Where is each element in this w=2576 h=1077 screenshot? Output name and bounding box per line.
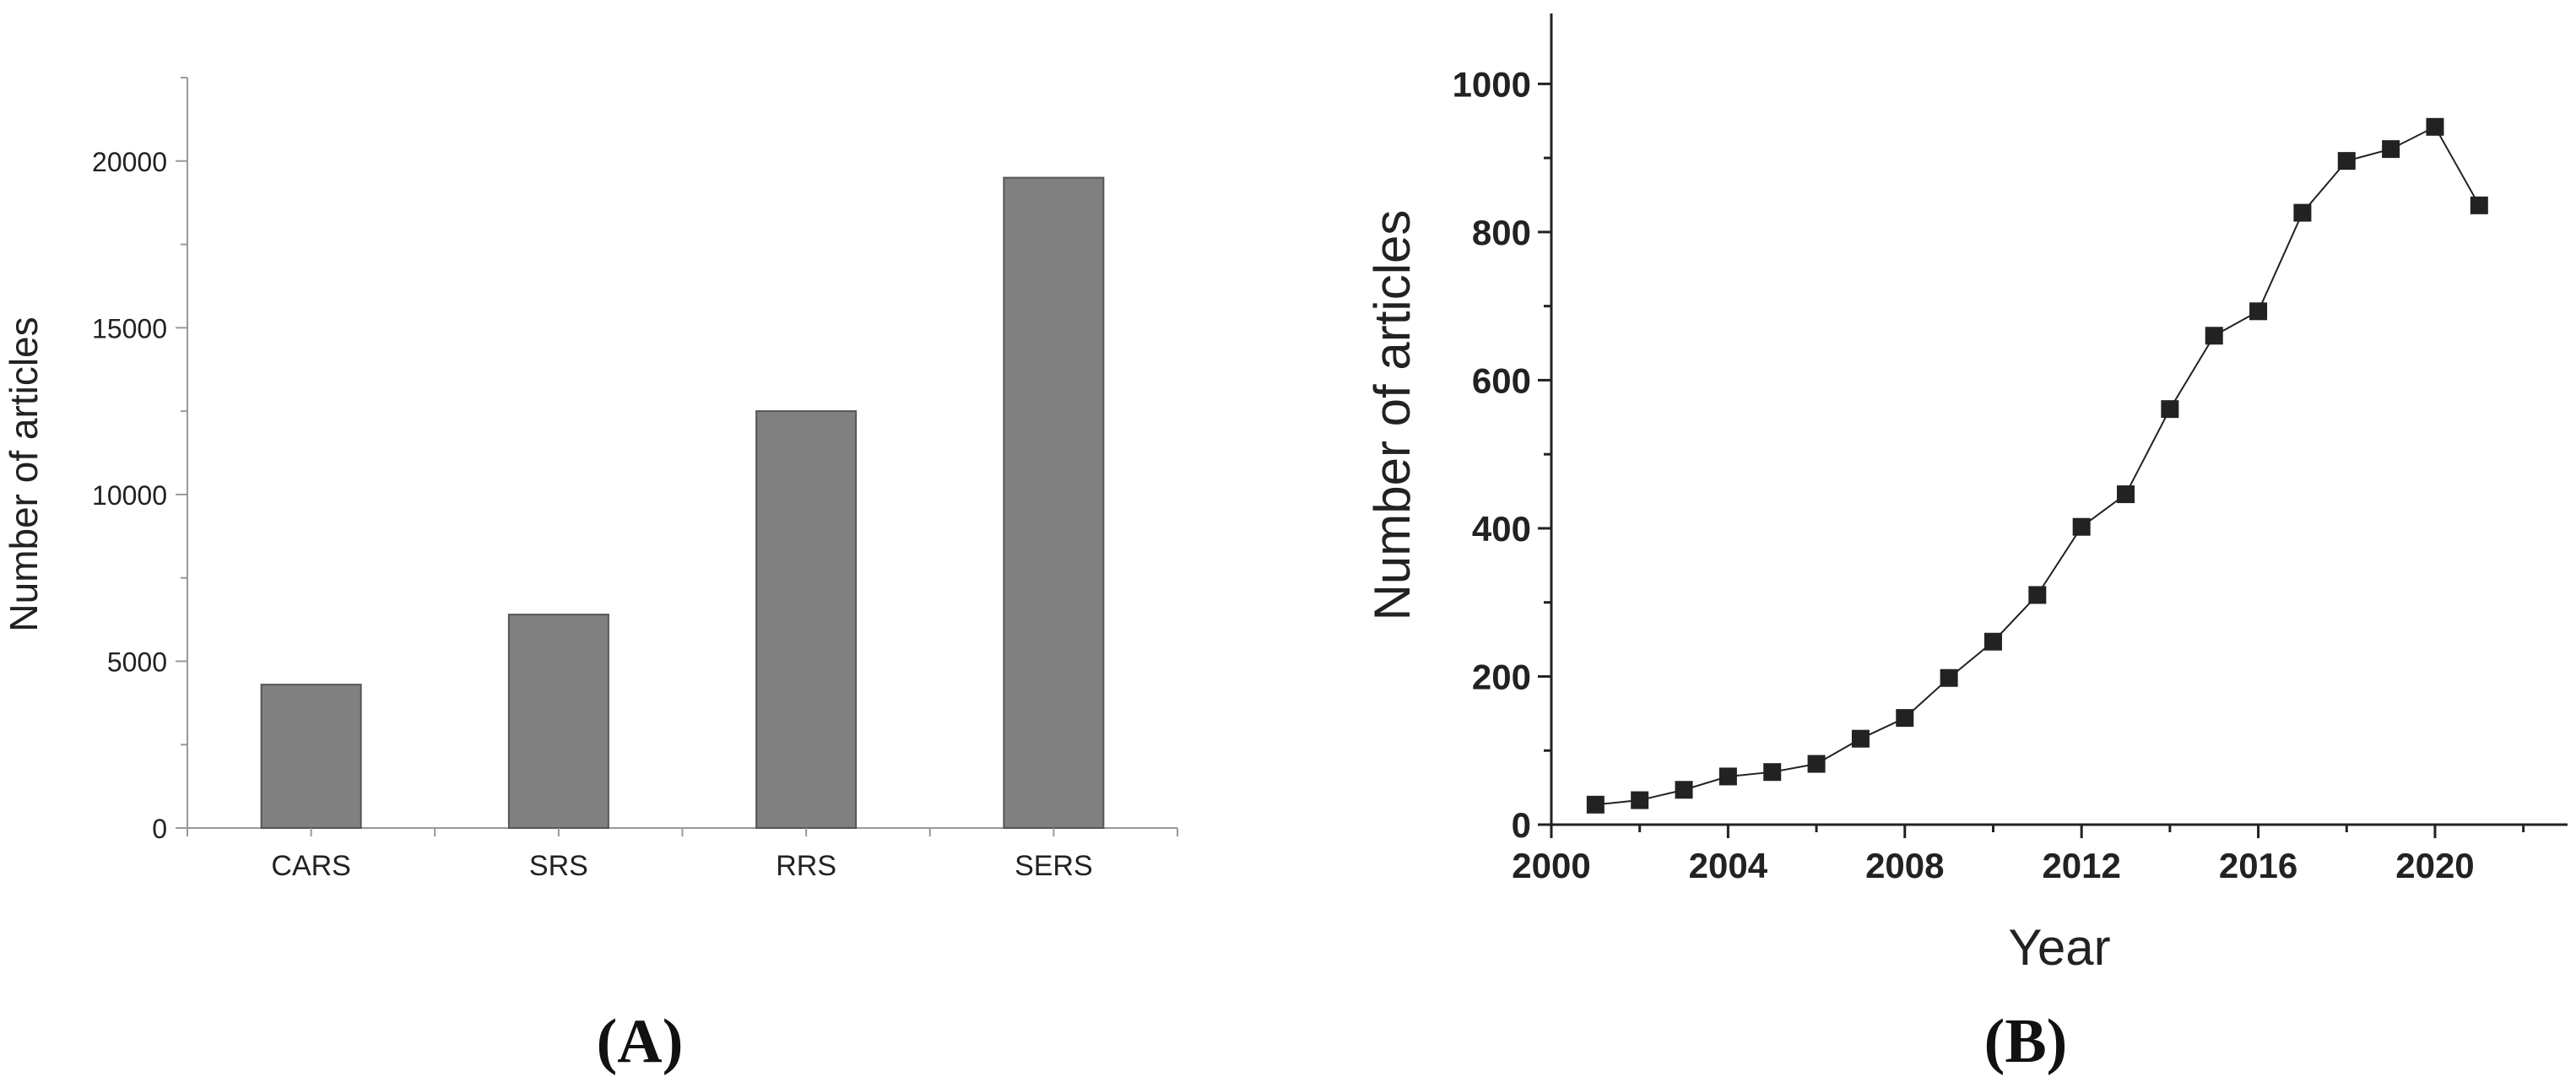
line-chart-point bbox=[1675, 781, 1693, 799]
bar-chart-bars bbox=[260, 176, 1105, 830]
line-chart-point bbox=[1896, 709, 1914, 728]
line-chart-x-tick-label: 2004 bbox=[1689, 846, 1768, 885]
line-chart-point bbox=[2426, 117, 2444, 136]
line-chart-y-tick-label: 200 bbox=[1472, 657, 1531, 696]
bar-rrs bbox=[755, 410, 858, 829]
line-chart-point bbox=[1807, 755, 1826, 773]
line-chart-point bbox=[2072, 517, 2091, 536]
line-chart-y-tick-label: 0 bbox=[1512, 805, 1531, 845]
line-chart-point bbox=[1763, 763, 1782, 782]
panel-a-label: (A) bbox=[597, 1007, 684, 1076]
line-chart-y-tick-label: 1000 bbox=[1453, 64, 1531, 104]
line-chart-point bbox=[2470, 196, 2488, 214]
bar-chart-y-ticks: 0 5000 10000 15000 20000 bbox=[92, 77, 187, 844]
bar-chart-x-tick-label: CARS bbox=[271, 850, 350, 882]
panel-b-label: (B) bbox=[1984, 1007, 2068, 1076]
line-chart-point bbox=[2337, 152, 2356, 170]
line-chart-x-tick-label: 2008 bbox=[1865, 846, 1944, 885]
bar-sers bbox=[1003, 176, 1105, 830]
line-chart-x-tick-label: 2012 bbox=[2042, 846, 2120, 885]
line-chart-point bbox=[2028, 586, 2047, 604]
line-chart-x-tick-label: 2020 bbox=[2395, 846, 2474, 885]
line-chart-point bbox=[1718, 767, 1737, 786]
line-chart-point bbox=[2161, 400, 2179, 419]
bar-srs bbox=[507, 614, 609, 830]
line-chart-x-ticks: 2000 2004 2008 2012 2016 2020 bbox=[1512, 825, 2525, 885]
bar-chart-x-tick-label: SERS bbox=[1015, 850, 1093, 882]
line-chart-point bbox=[2249, 302, 2268, 321]
line-chart-point bbox=[2382, 140, 2400, 159]
line-chart-point bbox=[1983, 632, 2002, 651]
bar-chart-y-tick-label: 0 bbox=[152, 814, 167, 844]
bar-chart-y-tick-label: 5000 bbox=[107, 647, 167, 677]
line-chart-x-axis-label: Year bbox=[2008, 919, 2110, 976]
bar-cars bbox=[260, 684, 362, 830]
bar-chart-x-tick-label: RRS bbox=[776, 850, 836, 882]
bar-chart-y-axis-label: Number of articles bbox=[2, 317, 46, 631]
line-chart-y-tick-label: 400 bbox=[1472, 509, 1531, 549]
bar-chart-y-tick-label: 10000 bbox=[92, 480, 167, 511]
line-chart-point bbox=[2205, 327, 2223, 345]
line-chart-y-ticks: 0 200 400 600 800 1000 bbox=[1453, 64, 1551, 845]
line-chart-y-tick-label: 800 bbox=[1472, 213, 1531, 252]
bar-chart-x-ticks: CARS SRS RRS SERS bbox=[187, 828, 1178, 882]
bar-chart-x-tick-label: SRS bbox=[529, 850, 588, 882]
line-chart-point bbox=[1586, 795, 1605, 814]
bar-chart-y-tick-label: 15000 bbox=[92, 313, 167, 344]
bar-chart-panel-a: 0 5000 10000 15000 20000 CARS SRS RRS SERS Numb… bbox=[2, 77, 1178, 1076]
line-chart-x-tick-label: 2000 bbox=[1512, 846, 1590, 885]
line-chart-point bbox=[2117, 485, 2135, 504]
line-chart-point bbox=[1940, 668, 1958, 687]
line-chart-x-tick-label: 2016 bbox=[2219, 846, 2297, 885]
line-chart-series bbox=[1586, 117, 2488, 814]
bar-chart-y-tick-label: 20000 bbox=[92, 147, 167, 177]
line-chart-y-axis-label: Number of articles bbox=[1364, 210, 1421, 621]
line-chart-series-line bbox=[1595, 125, 2481, 806]
line-chart-point bbox=[1631, 791, 1649, 809]
line-chart-axes bbox=[1550, 14, 2568, 826]
line-chart-point bbox=[1851, 729, 1870, 748]
line-chart-y-tick-label: 600 bbox=[1472, 360, 1531, 400]
line-chart-point bbox=[2293, 203, 2312, 222]
